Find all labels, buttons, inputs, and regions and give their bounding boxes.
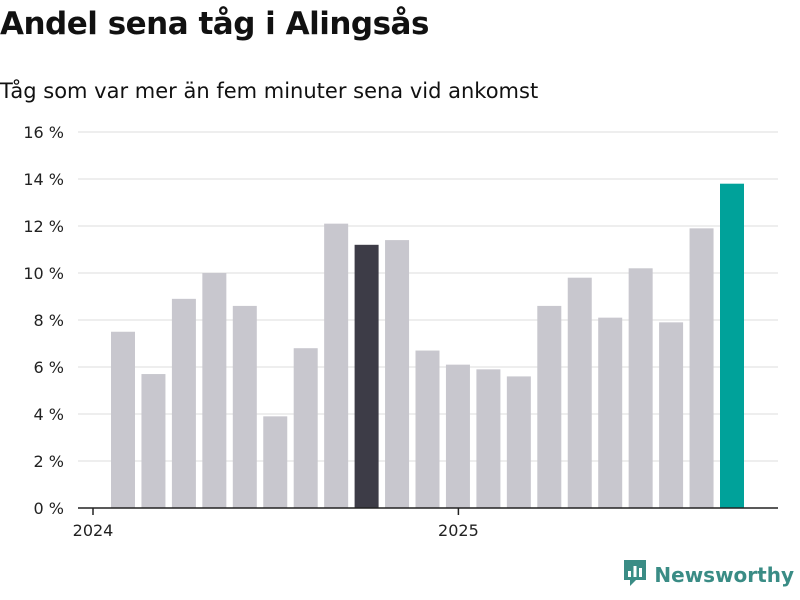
bar-2024-05 [232,305,257,508]
bar-2025-02 [506,376,531,508]
bar-chart: 0 % 2 % 4 % 6 % 8 % 10 % 12 % 14 % 16 % 2024 2025 [23,123,778,540]
bar-2024-01 [111,331,135,508]
bar-2024-08 [324,223,349,508]
bar-2024-02 [141,374,166,508]
y-tick-label: 6 % [34,358,64,377]
bars [111,183,744,509]
chart-title: Andel sena tåg i Alingsås [0,6,429,42]
bar-2025-08 [689,228,714,508]
newsworthy-brand: Newsworthy [622,558,794,592]
bar-2024-03 [171,298,196,508]
y-axis-ticks: 0 % 2 % 4 % 6 % 8 % 10 % 12 % 14 % 16 % [23,123,64,518]
bar-2025-03 [537,305,562,508]
y-tick-label: 0 % [34,499,64,518]
bar-2025-07 [659,322,684,508]
bar-2024-10 [385,240,410,508]
x-axis: 2024 2025 [73,507,778,540]
bar-2024-09 [354,244,379,509]
bar-2025-04 [567,277,592,508]
y-tick-label: 14 % [23,170,64,189]
chart-subtitle: Tåg som var mer än fem minuter sena vid … [0,79,539,103]
bar-2025-05 [598,317,623,508]
y-tick-label: 2 % [34,452,64,471]
x-tick-label: 2024 [73,521,114,540]
bar-2024-06 [263,416,288,508]
bar-2025-01 [476,369,501,508]
x-tick-label: 2025 [438,521,479,540]
y-tick-label: 16 % [23,123,64,142]
y-tick-label: 10 % [23,264,64,283]
bar-2024-11 [415,350,440,508]
bar-2024-07 [293,348,318,508]
brand-name: Newsworthy [654,563,794,587]
bar-2025-09 [720,183,744,508]
newsworthy-logo-icon [622,558,648,592]
bar-2024-12 [445,364,470,508]
y-tick-label: 8 % [34,311,64,330]
y-tick-label: 4 % [34,405,64,424]
bar-2024-04 [202,273,227,508]
y-tick-label: 12 % [23,217,64,236]
bar-2025-06 [628,268,653,508]
